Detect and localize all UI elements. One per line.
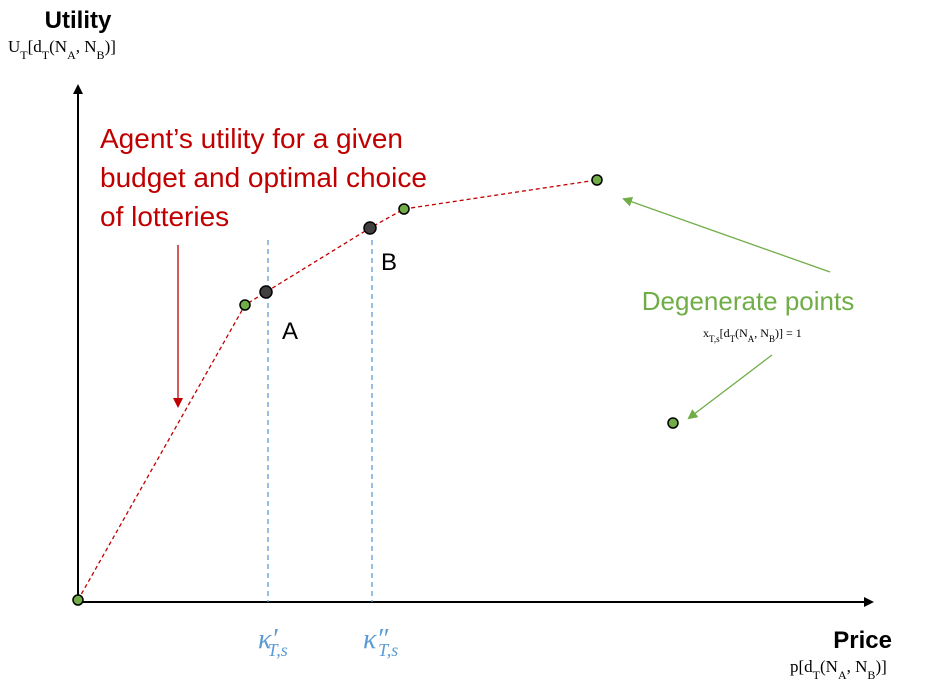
subscript: B (769, 334, 775, 344)
y-axis-title: Utility (45, 7, 112, 34)
degenerate-point (667, 417, 679, 429)
annotation-line: of lotteries (100, 201, 229, 232)
degenerate-formula: xT,s[dT(NA, NB)] = 1 (703, 326, 802, 344)
threshold-label: κ′T,s (258, 624, 288, 660)
formula-part: )] (875, 657, 886, 676)
degenerate-point (239, 299, 251, 311)
annotation-arrow (622, 196, 831, 273)
annotation-line: budget and optimal choice (100, 162, 427, 193)
points (72, 174, 679, 606)
subscript: T,s (378, 640, 398, 660)
subscript: A (67, 48, 76, 62)
subscript: T (813, 668, 821, 682)
utility-curve (77, 179, 598, 601)
point-label: A (282, 318, 298, 345)
x-axis-formula: p[dT(NA, NB)] (790, 657, 887, 682)
formula-part: x (703, 326, 709, 340)
subscript: T (730, 334, 736, 344)
subscript: T (42, 48, 50, 62)
formula-part: κ (363, 624, 377, 655)
annotation-line: Agent’s utility for a given (100, 123, 403, 154)
point-b (363, 221, 377, 235)
formula-part: [d (720, 326, 730, 340)
formula-part: (N (49, 37, 67, 56)
formula-part: ′ (271, 624, 278, 655)
formula-part: ″ (376, 624, 388, 655)
subscript: T (20, 48, 28, 62)
degenerate-label: Degenerate points (642, 286, 854, 316)
formula-part: , N (847, 657, 868, 676)
formula-part: κ (258, 624, 272, 655)
subscript: T,s (709, 334, 720, 344)
degenerate-point (591, 174, 603, 186)
formula-part: (N (735, 326, 748, 340)
subscript: B (97, 48, 105, 62)
annotation-arrow (687, 354, 773, 420)
formula-part: (N (820, 657, 838, 676)
formula-part: U (8, 37, 20, 56)
subscript: A (838, 668, 847, 682)
x-axis-title: Price (833, 627, 892, 654)
formula-part: )] (105, 37, 116, 56)
y-axis-formula: UT[dT(NA, NB)] (8, 37, 116, 62)
point-label: B (381, 249, 397, 276)
formula-part: )] = 1 (775, 326, 802, 340)
degenerate-point (398, 203, 410, 215)
degenerate-point (72, 594, 84, 606)
formula-part: , N (754, 326, 769, 340)
curve-annotation: Agent’s utility for a given budget and o… (100, 123, 427, 232)
formula-part: , N (76, 37, 97, 56)
subscript: B (867, 668, 875, 682)
threshold-label: κ″T,s (363, 624, 398, 660)
formula-part: p[d (790, 657, 813, 676)
subscript: A (748, 334, 755, 344)
formula-part: [d (28, 37, 43, 56)
point-a (259, 285, 273, 299)
subscript: T,s (268, 640, 288, 660)
